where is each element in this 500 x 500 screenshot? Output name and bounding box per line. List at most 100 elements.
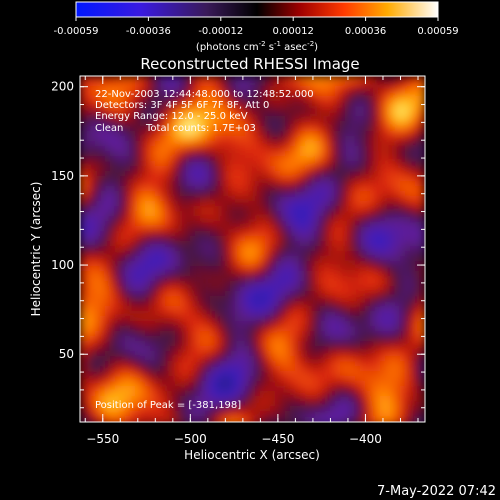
heatmap-cell	[355, 196, 361, 202]
heatmap-cell	[185, 181, 191, 187]
heatmap-cell	[260, 321, 266, 327]
heatmap-cell	[270, 371, 276, 377]
heatmap-cell	[295, 101, 301, 107]
heatmap-cell	[280, 106, 286, 112]
heatmap-cell	[260, 371, 266, 377]
heatmap-cell	[185, 146, 191, 152]
heatmap-cell	[375, 186, 381, 192]
heatmap-cell	[115, 231, 121, 237]
heatmap-cell	[255, 126, 261, 132]
heatmap-cell	[390, 241, 396, 247]
heatmap-cell	[140, 416, 146, 422]
heatmap-cell	[235, 191, 241, 197]
heatmap-cell	[130, 396, 136, 402]
heatmap-cell	[185, 381, 191, 387]
heatmap-cell	[375, 351, 381, 357]
heatmap-cell	[385, 146, 391, 152]
heatmap-cell	[225, 306, 231, 312]
heatmap-cell	[305, 256, 311, 262]
heatmap-cell	[125, 321, 131, 327]
heatmap-cell	[255, 306, 261, 312]
heatmap-cell	[110, 121, 116, 127]
heatmap-cell	[415, 126, 421, 132]
heatmap-cell	[240, 86, 246, 92]
heatmap-cell	[115, 381, 121, 387]
heatmap-cell	[390, 296, 396, 302]
heatmap-cell	[190, 286, 196, 292]
heatmap-cell	[95, 176, 101, 182]
heatmap-cell	[265, 401, 271, 407]
heatmap-cell	[190, 311, 196, 317]
heatmap-cell	[340, 411, 346, 417]
heatmap-cell	[225, 376, 231, 382]
heatmap-cell	[285, 296, 291, 302]
heatmap-cell	[405, 186, 411, 192]
heatmap-cell	[220, 161, 226, 167]
heatmap-cell	[300, 171, 306, 177]
heatmap-cell	[115, 81, 121, 87]
heatmap-cell	[95, 96, 101, 102]
heatmap-cell	[400, 381, 406, 387]
heatmap-cell	[115, 161, 121, 167]
heatmap-cell	[365, 96, 371, 102]
heatmap-cell	[120, 101, 126, 107]
heatmap-cell	[265, 406, 271, 412]
heatmap-cell	[350, 206, 356, 212]
heatmap-cell	[120, 141, 126, 147]
heatmap-cell	[410, 261, 416, 267]
heatmap-cell	[370, 266, 376, 272]
heatmap-cell	[145, 86, 151, 92]
heatmap-cell	[215, 286, 221, 292]
heatmap-cell	[275, 156, 281, 162]
heatmap-cell	[300, 351, 306, 357]
heatmap-cell	[90, 126, 96, 132]
heatmap-cell	[130, 356, 136, 362]
heatmap-cell	[200, 276, 206, 282]
heatmap-cell	[320, 321, 326, 327]
heatmap-cell	[225, 111, 231, 117]
heatmap-cell	[330, 386, 336, 392]
heatmap-cell	[210, 246, 216, 252]
heatmap-cell	[145, 311, 151, 317]
heatmap-cell	[145, 291, 151, 297]
heatmap-cell	[320, 241, 326, 247]
heatmap-cell	[410, 91, 416, 97]
heatmap-cell	[220, 96, 226, 102]
heatmap-cell	[385, 266, 391, 272]
heatmap-cell	[380, 206, 386, 212]
heatmap-cell	[345, 81, 351, 87]
heatmap-cell	[410, 301, 416, 307]
heatmap-cell	[130, 281, 136, 287]
x-tick-label: −500	[174, 432, 207, 446]
heatmap-cell	[280, 401, 286, 407]
heatmap-cell	[90, 166, 96, 172]
heatmap-cell	[180, 131, 186, 137]
heatmap-cell	[180, 216, 186, 222]
heatmap-cell	[145, 396, 151, 402]
heatmap-cell	[400, 401, 406, 407]
heatmap-cell	[210, 351, 216, 357]
heatmap-cell	[395, 141, 401, 147]
heatmap-cell	[400, 146, 406, 152]
heatmap-cell	[180, 146, 186, 152]
heatmap-cell	[275, 396, 281, 402]
heatmap-cell	[350, 141, 356, 147]
heatmap-cell	[300, 136, 306, 142]
heatmap-cell	[415, 241, 421, 247]
heatmap-cell	[240, 201, 246, 207]
heatmap-cell	[115, 351, 121, 357]
heatmap-cell	[170, 351, 176, 357]
heatmap-cell	[230, 276, 236, 282]
heatmap-cell	[150, 311, 156, 317]
heatmap-cell	[210, 151, 216, 157]
heatmap-cell	[205, 121, 211, 127]
heatmap-cell	[155, 366, 161, 372]
heatmap-cell	[360, 356, 366, 362]
heatmap-cell	[225, 171, 231, 177]
heatmap-cell	[375, 406, 381, 412]
heatmap-cell	[310, 401, 316, 407]
heatmap-cell	[240, 266, 246, 272]
heatmap-cell	[375, 111, 381, 117]
heatmap-cell	[215, 381, 221, 387]
heatmap-cell	[175, 116, 181, 122]
